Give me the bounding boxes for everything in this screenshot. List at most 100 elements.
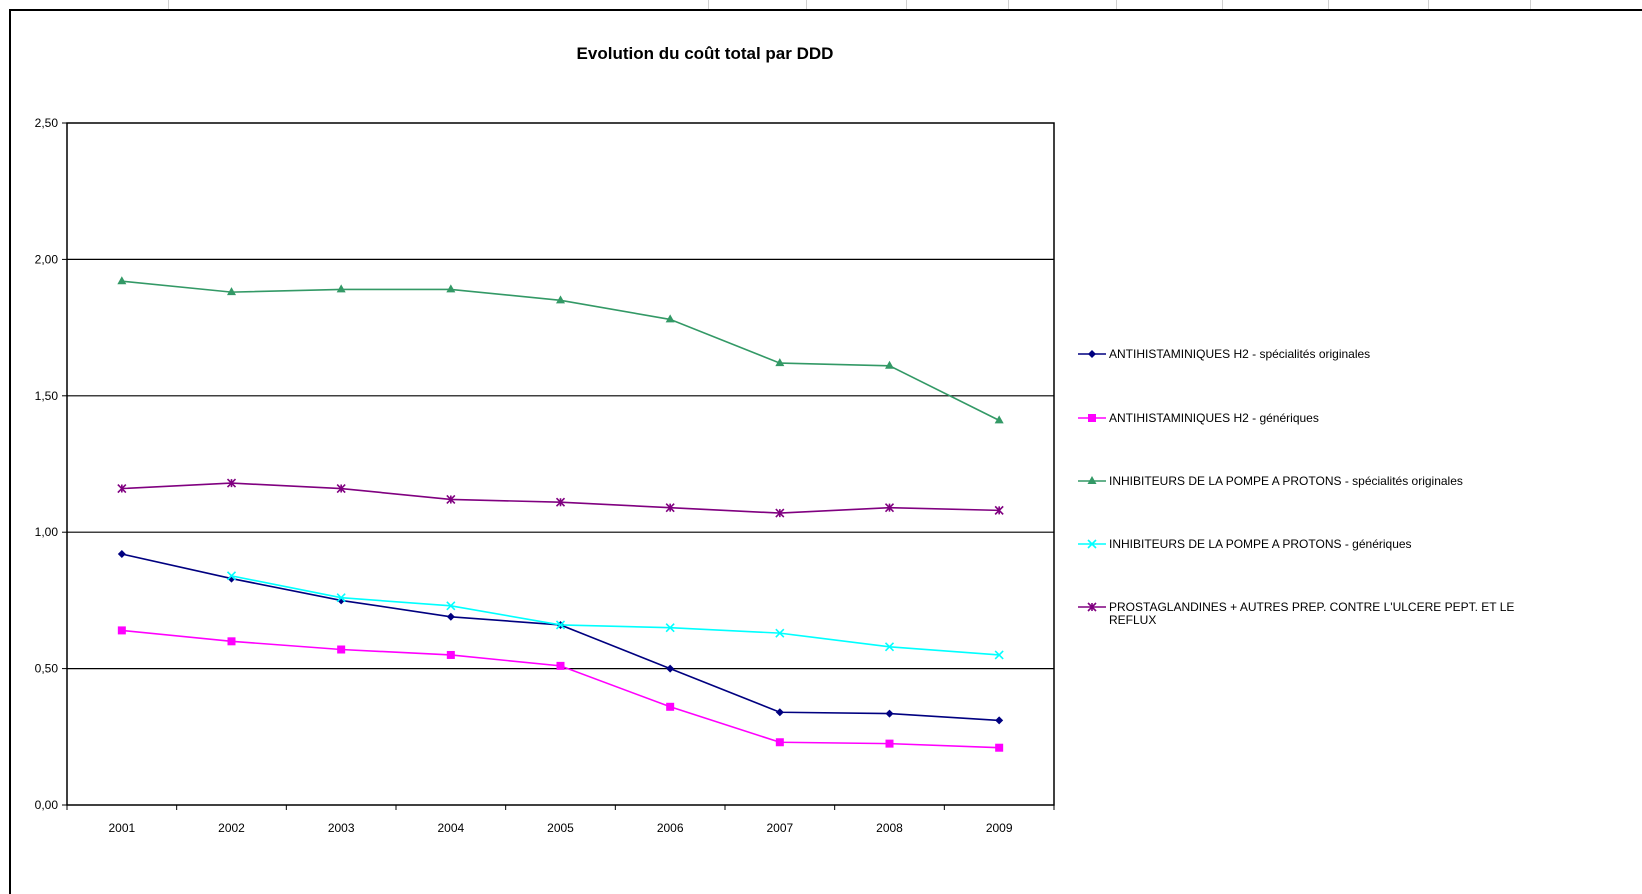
chart-area[interactable] — [9, 9, 1642, 894]
legend-label: PROSTAGLANDINES + AUTRES PREP. CONTRE L'… — [1109, 600, 1514, 614]
data-point-marker — [556, 295, 565, 304]
data-point-marker — [446, 612, 455, 621]
data-point-marker — [885, 360, 894, 369]
column-divider — [1222, 0, 1223, 9]
legend-label: INHIBITEURS DE LA POMPE A PROTONS - géné… — [1109, 537, 1412, 551]
legend-marker — [1087, 539, 1097, 549]
legend-label-continued: REFLUX — [1109, 613, 1156, 627]
x-tick-label: 2002 — [218, 821, 245, 835]
y-tick-label: 1,00 — [35, 525, 59, 539]
chart-title: Evolution du coût total par DDD — [577, 44, 834, 63]
column-divider — [1428, 0, 1429, 9]
data-point-marker — [884, 503, 895, 513]
data-point-marker — [446, 494, 456, 505]
data-point-marker — [117, 626, 126, 635]
data-point-marker — [994, 415, 1004, 424]
data-point-marker — [995, 743, 1004, 752]
x-tick-label: 2007 — [766, 821, 793, 835]
data-point-marker — [556, 661, 565, 670]
data-point-marker — [775, 358, 785, 367]
data-point-marker — [666, 702, 675, 711]
legend-item[interactable]: ANTIHISTAMINIQUES H2 - spécialités origi… — [1078, 347, 1370, 361]
series-2 — [117, 626, 1004, 752]
data-point-marker — [885, 739, 894, 748]
column-divider — [1008, 0, 1009, 9]
series-3 — [117, 276, 1004, 424]
x-tick-label: 2009 — [986, 821, 1013, 835]
data-point-marker — [775, 738, 784, 747]
x-tick-label: 2008 — [876, 821, 903, 835]
gridlines — [66, 122, 1055, 806]
column-divider — [906, 0, 907, 9]
data-point-marker — [117, 550, 126, 559]
data-point-marker — [446, 650, 455, 659]
data-point-marker — [227, 287, 236, 296]
data-point-marker — [665, 314, 675, 323]
data-point-marker — [775, 508, 785, 518]
data-point-marker — [665, 503, 675, 513]
data-point-marker — [117, 276, 127, 285]
data-point-marker — [226, 478, 237, 488]
data-point-marker — [226, 571, 237, 581]
plot-area — [66, 122, 1055, 806]
column-divider — [806, 0, 807, 9]
series-4 — [226, 571, 1004, 660]
data-point-marker — [775, 628, 785, 638]
data-point-marker — [665, 623, 675, 633]
legend-item[interactable]: INHIBITEURS DE LA POMPE A PROTONS - spéc… — [1078, 474, 1463, 488]
data-point-marker — [555, 497, 566, 507]
column-divider — [168, 0, 169, 9]
column-divider — [1328, 0, 1329, 9]
legend[interactable]: ANTIHISTAMINIQUES H2 - spécialités origi… — [1078, 347, 1514, 627]
legend-label: ANTIHISTAMINIQUES H2 - spécialités origi… — [1109, 347, 1370, 361]
series-line — [121, 482, 1000, 514]
x-axis: 2001 2002 2003 2004 2005 2006 2007 2008 2009 — [66, 805, 1055, 835]
y-tick-label: 2,50 — [35, 116, 59, 130]
legend-marker — [1088, 414, 1096, 422]
x-tick-label: 2003 — [328, 821, 355, 835]
data-point-marker — [446, 284, 456, 293]
legend-marker — [1087, 476, 1097, 484]
data-point-marker — [227, 637, 236, 646]
data-point-marker — [336, 284, 346, 293]
legend-item[interactable]: PROSTAGLANDINES + AUTRES PREP. CONTRE L'… — [1078, 600, 1514, 627]
legend-label: ANTIHISTAMINIQUES H2 - génériques — [1109, 411, 1319, 425]
series-line — [231, 575, 1000, 656]
data-point-marker — [117, 483, 127, 494]
column-divider — [1116, 0, 1117, 9]
data-point-marker — [446, 601, 456, 611]
data-point-marker — [884, 642, 895, 652]
data-point-marker — [666, 664, 675, 673]
y-tick-label: 1,50 — [35, 389, 59, 403]
column-divider — [708, 0, 709, 9]
data-point-marker — [337, 645, 346, 654]
series-layer — [117, 276, 1004, 752]
x-tick-label: 2005 — [547, 821, 574, 835]
data-point-marker — [995, 716, 1004, 725]
data-point-marker — [336, 593, 346, 603]
y-axis: 0,00 0,50 1,00 1,50 2,00 2,50 — [35, 116, 67, 812]
data-point-marker — [336, 483, 346, 494]
data-point-marker — [994, 505, 1004, 515]
series-1 — [117, 550, 1004, 725]
data-point-marker — [885, 709, 894, 718]
legend-item[interactable]: ANTIHISTAMINIQUES H2 - génériques — [1078, 411, 1319, 425]
x-tick-label: 2001 — [108, 821, 135, 835]
legend-item[interactable]: INHIBITEURS DE LA POMPE A PROTONS - géné… — [1078, 537, 1412, 551]
y-tick-label: 0,00 — [35, 798, 59, 812]
legend-marker — [1088, 350, 1096, 358]
data-point-marker — [994, 650, 1004, 660]
data-point-marker — [775, 708, 784, 717]
y-tick-label: 0,50 — [35, 662, 59, 676]
series-5 — [117, 478, 1004, 518]
y-tick-label: 2,00 — [35, 252, 59, 266]
data-point-marker — [555, 620, 566, 630]
legend-label: INHIBITEURS DE LA POMPE A PROTONS - spéc… — [1109, 474, 1463, 488]
x-tick-label: 2004 — [437, 821, 464, 835]
column-divider — [1530, 0, 1531, 9]
x-tick-label: 2006 — [657, 821, 684, 835]
series-line — [121, 553, 1000, 722]
legend-marker — [1087, 602, 1097, 612]
series-line — [121, 629, 1000, 749]
